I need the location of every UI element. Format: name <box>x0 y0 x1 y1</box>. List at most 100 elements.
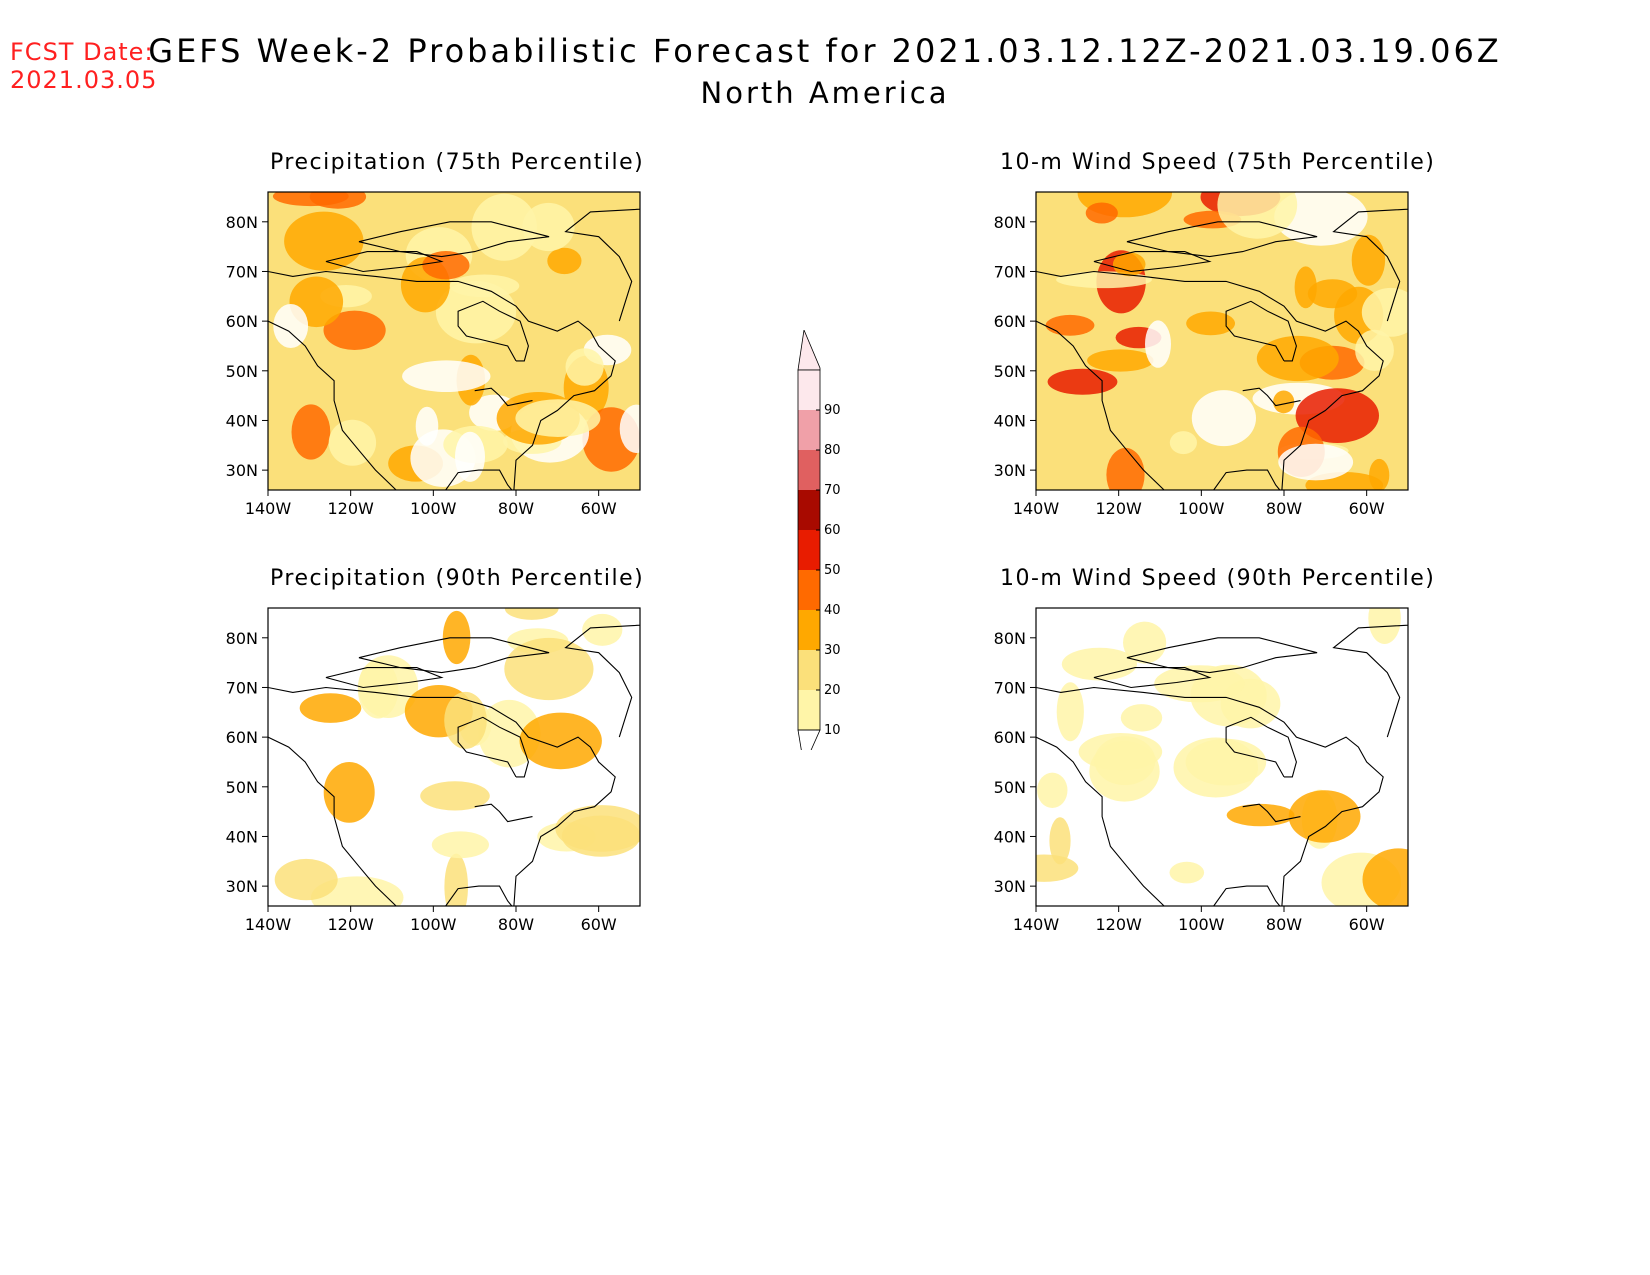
probability-shading <box>522 202 575 252</box>
lat-tick-label: 60N <box>994 312 1026 331</box>
probability-shading <box>449 274 520 298</box>
probability-shading <box>1274 192 1368 246</box>
probability-shading <box>402 360 491 392</box>
lat-tick-label: 30N <box>994 461 1026 480</box>
probability-shading <box>1361 287 1408 337</box>
probability-shading <box>1368 608 1401 644</box>
probability-shading <box>444 691 487 749</box>
probability-shading <box>1185 738 1267 786</box>
colorbar-svg: 10 20 30 40 50 60 70 80 90 <box>797 328 841 768</box>
lon-tick-label: 120W <box>1095 915 1142 934</box>
lat-tick-label: 40N <box>994 827 1026 846</box>
lon-tick-label: 140W <box>245 499 292 518</box>
probability-shading <box>515 399 601 437</box>
coastline <box>445 469 513 490</box>
panel-title-wind75: 10-m Wind Speed (75th Percentile) <box>1000 150 1436 175</box>
coastline <box>1126 221 1318 258</box>
probability-shading <box>309 192 367 209</box>
colorbar-label: 30 <box>824 643 840 658</box>
lon-tick-label: 100W <box>1178 499 1225 518</box>
coastline <box>474 803 533 823</box>
probability-shading <box>561 815 640 857</box>
colorbar-swatch <box>798 570 820 610</box>
lat-tick-label: 40N <box>226 827 258 846</box>
lat-tick-label: 80N <box>226 629 258 648</box>
lat-tick-label: 80N <box>994 629 1026 648</box>
coastline <box>445 885 513 906</box>
colorbar-label: 40 <box>824 603 840 618</box>
map-frame <box>1035 607 1409 907</box>
probability-shading <box>1169 431 1197 455</box>
coastline <box>1242 803 1301 823</box>
colorbar-top-arrow <box>797 328 821 371</box>
probability-shading <box>1106 447 1145 490</box>
coastline <box>1332 624 1408 738</box>
map-precip75: 80N 70N 60N 50N 40N 30N 140W 120W 100W 80W 60W <box>200 178 660 523</box>
colorbar-swatch <box>798 530 820 570</box>
probability-shading <box>565 348 604 386</box>
coastline <box>1036 270 1384 490</box>
colorbar-swatch <box>798 370 820 410</box>
probability-shading <box>1362 848 1408 906</box>
probability-shading <box>274 858 338 901</box>
lon-tick-label: 140W <box>1013 499 1060 518</box>
probability-shading <box>1351 234 1386 286</box>
lon-tick-label: 140W <box>1013 915 1060 934</box>
forecast-date: FCST Date: 2021.03.05 <box>10 38 157 94</box>
lat-tick-label: 60N <box>994 728 1026 747</box>
lon-tick-label: 120W <box>327 915 374 934</box>
probability-shading <box>1355 329 1394 371</box>
probability-shading <box>1120 704 1163 732</box>
probability-shading <box>1226 803 1295 827</box>
probability-shading <box>1045 314 1095 336</box>
probability-shading <box>1061 647 1137 681</box>
colorbar-swatch <box>798 650 820 690</box>
coastline <box>358 637 550 674</box>
coastline <box>1213 469 1281 490</box>
lat-tick-label: 80N <box>226 213 258 232</box>
map-wind90: 80N 70N 60N 50N 40N 30N 140W 120W 100W 80W 60W <box>968 594 1428 939</box>
probability-shading <box>619 404 640 453</box>
lon-tick-label: 60W <box>581 915 617 934</box>
map-wind75: 80N 70N 60N 50N 40N 30N 140W 120W 100W 80W 60W <box>968 178 1428 523</box>
map-svg: 80N 70N 60N 50N 40N 30N 140W 120W 100W 80W 60W <box>994 191 1409 518</box>
coastline <box>268 270 616 490</box>
lat-tick-label: 40N <box>226 411 258 430</box>
lat-tick-label: 70N <box>226 678 258 697</box>
lat-tick-label: 70N <box>226 262 258 281</box>
probability-shading <box>1049 817 1071 865</box>
coastline <box>268 686 616 906</box>
probability-shading <box>1273 390 1295 414</box>
probability-shading <box>444 853 468 906</box>
lat-tick-label: 60N <box>226 728 258 747</box>
map-svg: 80N 70N 60N 50N 40N 30N 140W 120W 100W 80W 60W <box>226 191 641 518</box>
probability-shading <box>547 247 582 275</box>
coastline <box>1332 208 1408 322</box>
probability-shading <box>504 637 594 701</box>
colorbar-label: 10 <box>824 723 840 738</box>
coastline <box>474 387 533 407</box>
coastline <box>358 221 550 258</box>
probability-shading <box>420 781 490 811</box>
coastline <box>325 251 444 273</box>
colorbar-swatch <box>798 490 820 530</box>
lon-tick-label: 120W <box>327 499 374 518</box>
colorbar-swatch <box>798 450 820 490</box>
lat-tick-label: 80N <box>994 213 1026 232</box>
probability-shading <box>471 193 537 261</box>
lat-tick-label: 70N <box>994 678 1026 697</box>
page-title: GEFS Week-2 Probabilistic Forecast for 2… <box>148 32 1502 70</box>
coastline <box>1036 736 1165 906</box>
coastline <box>1242 387 1301 407</box>
probability-shading <box>1036 854 1079 882</box>
lon-tick-label: 100W <box>410 499 457 518</box>
lon-tick-label: 80W <box>1266 499 1302 518</box>
lon-tick-label: 80W <box>1266 915 1302 934</box>
probability-shading <box>1047 368 1118 395</box>
lon-tick-label: 80W <box>498 915 534 934</box>
map-precip90: 80N 70N 60N 50N 40N 30N 140W 120W 100W 80W 60W <box>200 594 660 939</box>
probability-shading <box>299 693 362 723</box>
map-svg: 80N 70N 60N 50N 40N 30N 140W 120W 100W 80W 60W <box>226 607 641 934</box>
colorbar-label: 80 <box>824 443 840 458</box>
probability-shading <box>323 310 386 350</box>
